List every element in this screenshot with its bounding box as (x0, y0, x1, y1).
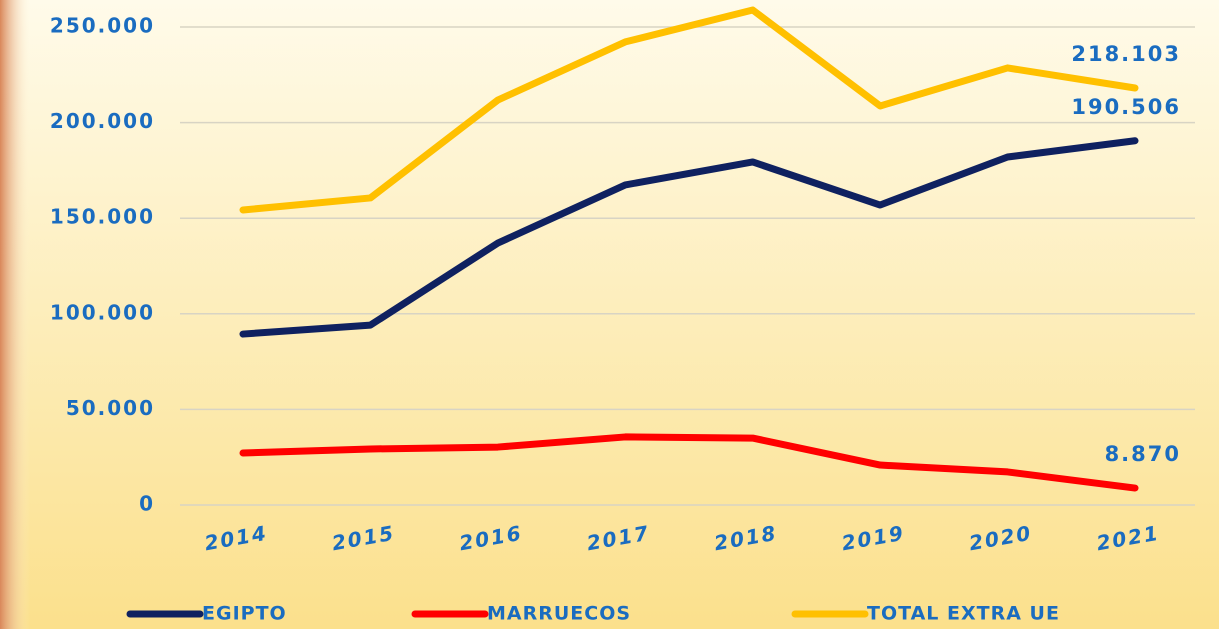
y-tick-label: 200.000 (50, 109, 155, 133)
edge-image (0, 0, 30, 629)
chart: 050.000100.000150.000200.000250.00020142… (0, 0, 1219, 629)
legend-label: EGIPTO (202, 603, 287, 625)
y-tick-label: 100.000 (50, 300, 155, 324)
y-tick-label: 50.000 (66, 396, 155, 420)
data-label: 218.103 (1071, 42, 1181, 66)
legend-label: MARRUECOS (487, 603, 631, 625)
y-tick-label: 250.000 (50, 14, 155, 38)
data-label: 190.506 (1071, 95, 1181, 119)
y-tick-label: 150.000 (50, 205, 155, 229)
y-tick-label: 0 (139, 492, 155, 516)
legend-label: TOTAL EXTRA UE (867, 603, 1060, 625)
data-label: 8.870 (1105, 442, 1181, 466)
